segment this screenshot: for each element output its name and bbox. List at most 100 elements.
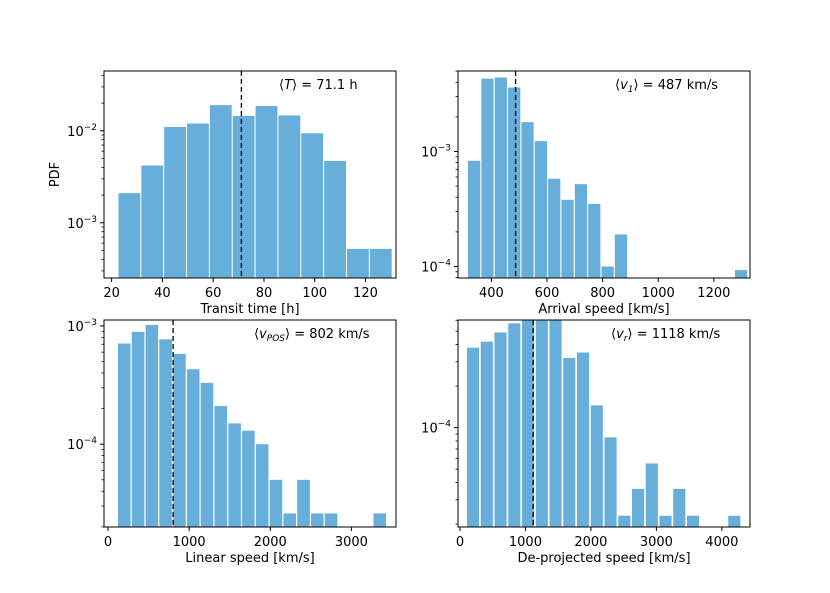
x-axis-label: De-projected speed [km/s] [517, 551, 690, 566]
bar-9 [588, 203, 601, 278]
bar-17 [728, 515, 741, 527]
bar-14 [659, 515, 672, 527]
x-axis-label: Arrival speed [km/s] [538, 302, 669, 317]
bar-7 [561, 199, 574, 278]
bar-13 [645, 463, 658, 527]
x-axis-label: Transit time [h] [199, 302, 299, 317]
bar-16 [373, 513, 387, 527]
x-tick-label: 400 [479, 286, 504, 301]
bar-1 [131, 331, 145, 527]
bar-10 [255, 444, 269, 527]
bar-2 [164, 126, 187, 278]
y-tick-label: 10−3 [67, 318, 97, 335]
bar-0 [467, 347, 480, 527]
bar-3 [508, 87, 521, 278]
bar-4 [522, 320, 535, 527]
axes-frame [103, 70, 397, 279]
x-tick-label: 120 [353, 286, 378, 301]
mean-annotation: ⟨T⟩ = 71.1 h [279, 78, 358, 93]
x-tick-label: 80 [256, 286, 273, 301]
x-tick-label: 60 [205, 286, 222, 301]
bar-7 [214, 406, 228, 527]
x-tick-label: 1200 [697, 286, 730, 301]
panel-arrival-speed: 400 600 800 1000 1200 10−4 10−3 Arrival speed [… [421, 70, 751, 317]
bar-10 [604, 437, 617, 527]
bar-3 [508, 323, 521, 527]
x-tick-label: 2000 [574, 535, 607, 550]
bar-3 [159, 339, 172, 527]
axes-frame [103, 319, 397, 528]
bar-1 [481, 78, 494, 278]
mean-annotation: ⟨vr⟩ = 1118 km/s [611, 327, 721, 344]
bar-6 [549, 320, 562, 527]
bar-7 [278, 115, 301, 278]
bar-5 [535, 320, 548, 527]
bar-2 [494, 332, 507, 527]
y-tick-label: 10−4 [67, 436, 97, 453]
bar-4 [521, 122, 534, 278]
bar-8 [574, 184, 588, 278]
bar-0 [118, 193, 141, 278]
bar-0 [468, 160, 481, 278]
x-tick-label: 1000 [642, 286, 675, 301]
bar-2 [494, 77, 507, 278]
bar-10 [346, 248, 369, 278]
bar-14 [311, 513, 324, 527]
bar-5 [186, 369, 200, 527]
x-tick-label: 1000 [509, 535, 542, 550]
x-tick-label: 800 [590, 286, 615, 301]
bar-1 [141, 165, 164, 278]
y-axis-label: PDF [48, 162, 63, 187]
x-tick-label: 4000 [705, 535, 738, 550]
x-tick-label: 600 [535, 286, 560, 301]
axes-frame [457, 70, 751, 279]
bar-4 [173, 353, 186, 527]
bar-7 [563, 357, 576, 527]
x-tick-label: 40 [154, 286, 171, 301]
bar-5 [534, 141, 547, 278]
bars [118, 105, 392, 278]
x-tick-label: 2000 [254, 535, 287, 550]
bar-6 [200, 382, 214, 527]
bar-8 [228, 423, 241, 527]
bar-0 [117, 343, 131, 527]
bar-13 [297, 479, 310, 527]
bar-9 [590, 405, 603, 527]
x-tick-label: 3000 [335, 535, 368, 550]
bar-11 [618, 515, 631, 527]
bar-10 [601, 266, 614, 278]
bar-9 [242, 430, 255, 527]
x-axis-label: Linear speed [km/s] [185, 551, 314, 566]
bar-8 [576, 352, 590, 527]
bar-3 [187, 123, 209, 278]
mean-annotation: ⟨v1⟩ = 487 km/s [615, 78, 718, 95]
bar-11 [269, 479, 283, 527]
y-tick-label: 10−4 [421, 259, 451, 276]
bar-2 [145, 324, 159, 527]
y-tick-label: 10−4 [421, 420, 451, 437]
x-tick-label: 0 [456, 535, 464, 550]
bar-6 [548, 178, 561, 278]
bar-6 [255, 106, 278, 278]
x-tick-label: 20 [103, 286, 120, 301]
bar-5 [232, 115, 255, 278]
panel-linear-speed: 0 1000 2000 3000 10−4 10−3 Linear speed [km/s]… [67, 318, 397, 566]
bar-11 [614, 234, 628, 278]
bar-15 [324, 513, 338, 527]
bar-12 [734, 270, 748, 278]
bar-15 [673, 488, 686, 527]
x-tick-label: 0 [104, 535, 112, 550]
bars [117, 324, 387, 527]
panel-transit-time: 20 40 60 80 100 120 10−3 10−2 Transit time [h] PD… [48, 70, 397, 317]
bar-1 [480, 341, 493, 527]
y-tick-label: 10−3 [67, 215, 97, 232]
bar-8 [301, 133, 324, 278]
bar-4 [209, 105, 232, 278]
x-tick-label: 3000 [640, 535, 673, 550]
bars [467, 320, 741, 527]
bar-12 [631, 488, 645, 527]
y-tick-label: 10−2 [67, 123, 97, 140]
bar-12 [283, 513, 297, 527]
x-tick-label: 1000 [173, 535, 206, 550]
